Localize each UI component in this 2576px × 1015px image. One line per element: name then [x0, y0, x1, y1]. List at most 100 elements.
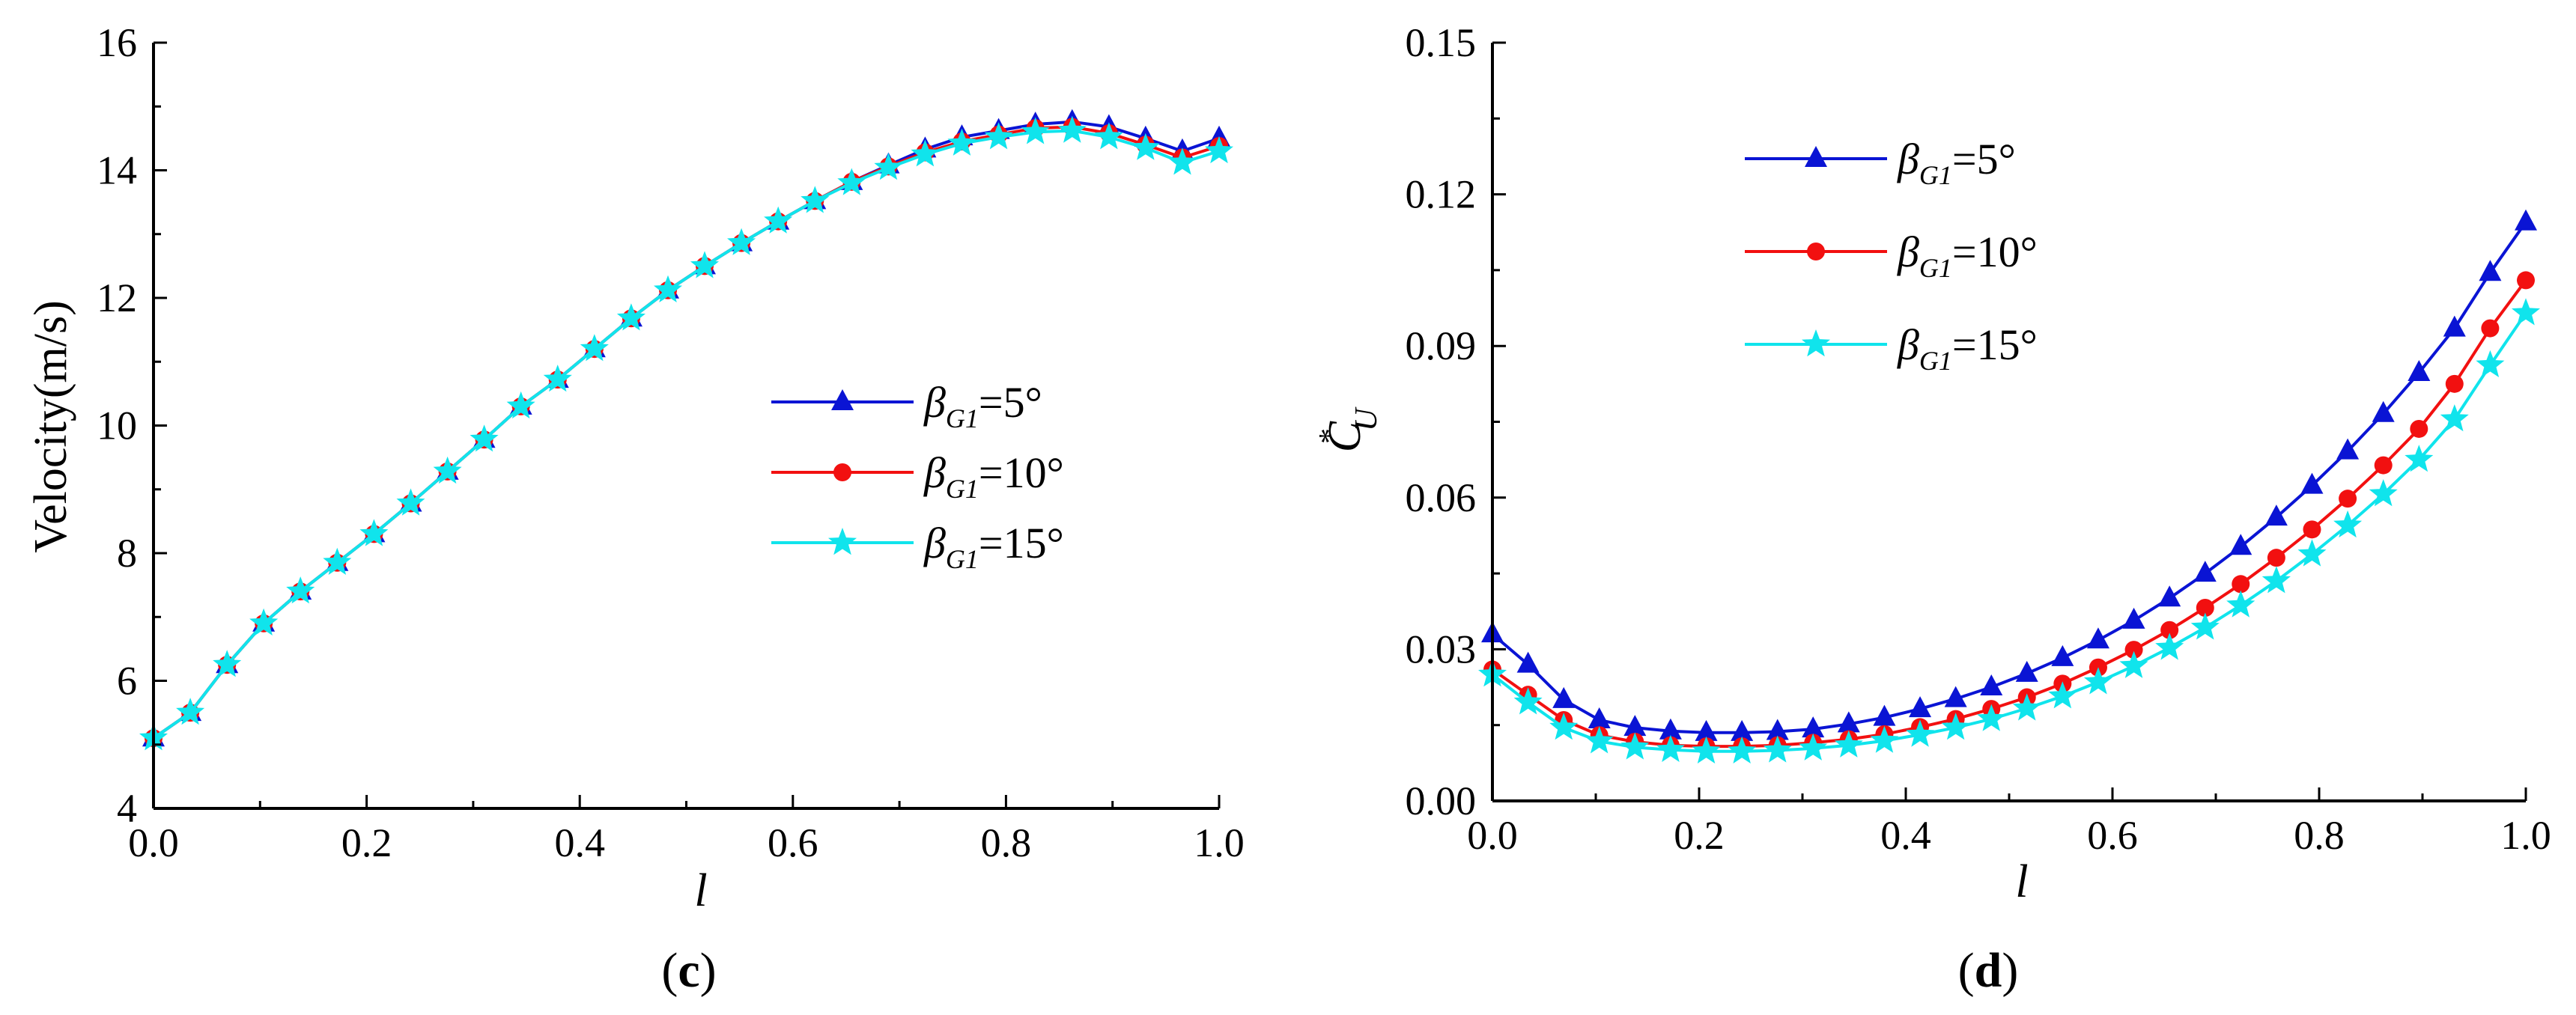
data-point-d-2 — [2160, 621, 2179, 639]
data-point-d-3 — [1549, 713, 1579, 740]
series-line-d-3 — [1491, 312, 2527, 753]
data-point-d-2 — [2196, 599, 2214, 618]
legend-value: =15° — [979, 519, 1064, 567]
ticks-c: 0.0 0.2 0.4 0.6 0.8 1.0 4 6 8 10 12 14 16 — [97, 20, 1245, 865]
data-point-d-3 — [2476, 350, 2505, 377]
data-point-c-3 — [1167, 147, 1197, 175]
panel-label-d-letter: d — [1975, 943, 2002, 998]
panel-label-c-letter: c — [678, 943, 699, 998]
data-point-d-3 — [2190, 612, 2220, 640]
y-tick-label-d: 0.09 — [1406, 323, 1477, 368]
data-point-c-3 — [616, 303, 645, 331]
data-point-d-3 — [1799, 733, 1828, 761]
legend-entry-d-1: βG1=5° — [1897, 135, 2016, 190]
data-point-c-3 — [286, 576, 315, 604]
y-axis-label-d-super: * — [1313, 428, 1348, 444]
data-point-c-3 — [396, 488, 425, 516]
data-point-d-3 — [2012, 693, 2041, 721]
data-point-c-3 — [543, 365, 572, 392]
legend-subscript: G1 — [1919, 346, 1952, 376]
data-point-d-1 — [2193, 561, 2217, 582]
data-point-d-3 — [2297, 539, 2327, 567]
legend-subscript: G1 — [946, 403, 979, 433]
data-point-c-3 — [1205, 135, 1233, 164]
data-point-c-3 — [654, 275, 682, 302]
y-tick-label-c: 8 — [117, 531, 137, 576]
data-point-d-1 — [1980, 674, 2003, 696]
data-point-d-3 — [2405, 445, 2434, 472]
y-tick-label-c: 6 — [117, 659, 137, 704]
data-point-d-3 — [1834, 730, 1863, 758]
legend-c: βG1=5°βG1=10°βG1=15° — [771, 378, 1064, 574]
x-tick-label-d: 0.8 — [2294, 813, 2345, 858]
panel-label-d-open: ( — [1958, 943, 1975, 998]
panel-label-d-close: ) — [2002, 943, 2018, 998]
data-point-c-3 — [911, 139, 940, 167]
data-point-d-1 — [2443, 315, 2466, 337]
data-point-d-1 — [1837, 711, 1860, 733]
panel-label-d: (d) — [1958, 943, 2019, 998]
data-point-c-3 — [837, 168, 866, 195]
x-tick-label-c: 0.8 — [981, 820, 1032, 865]
data-point-c-3 — [1057, 115, 1087, 143]
data-point-d-1 — [1516, 651, 1540, 673]
data-point-d-1 — [2086, 627, 2109, 649]
y-axis-label-d-main: C — [1319, 421, 1370, 452]
legend-value: =5° — [1952, 135, 2016, 183]
legend-marker-c-3 — [828, 528, 857, 555]
data-point-d-3 — [2155, 633, 2184, 660]
data-point-d-3 — [1620, 732, 1650, 760]
series-line-c-2 — [152, 125, 1220, 740]
x-tick-label-c: 0.6 — [768, 820, 818, 865]
legend-value: =10° — [1952, 228, 2038, 276]
legend-beta: β — [1897, 228, 1919, 276]
legend-beta: β — [1897, 320, 1919, 369]
ticks-d: 0.0 0.2 0.4 0.6 0.8 1.0 0.00 0.03 0.06 0.09 0.12 0.… — [1406, 20, 2551, 858]
data-point-d-3 — [1728, 736, 1757, 763]
data-point-d-1 — [1873, 704, 1896, 726]
data-point-c-3 — [433, 456, 462, 484]
legend-marker-c-2 — [833, 463, 851, 481]
legend-entry-d-2: βG1=10° — [1897, 228, 2038, 283]
legend-beta: β — [923, 378, 946, 427]
data-point-d-2 — [2303, 520, 2321, 539]
data-point-d-3 — [2119, 650, 2148, 678]
data-point-d-3 — [2440, 404, 2469, 432]
data-point-d-1 — [1802, 716, 1825, 738]
legend-subscript: G1 — [946, 544, 979, 574]
y-tick-label-d: 0.12 — [1406, 172, 1477, 217]
data-point-c-3 — [323, 547, 352, 575]
data-point-d-3 — [1692, 736, 1721, 763]
x-axis-label-c: l — [694, 865, 707, 916]
data-point-d-1 — [2229, 534, 2253, 555]
legend-entry-d-3: βG1=15° — [1897, 320, 2038, 376]
data-point-d-1 — [2122, 607, 2145, 629]
data-point-d-3 — [2226, 590, 2255, 618]
legend-marker-d-2 — [1807, 243, 1825, 260]
legend-entry-c-1: βG1=5° — [923, 378, 1042, 433]
legend-subscript: G1 — [946, 474, 979, 504]
legend-subscript: G1 — [1919, 253, 1952, 283]
data-point-d-3 — [2369, 479, 2398, 507]
x-tick-label-d: 0.2 — [1674, 813, 1725, 858]
data-point-d-1 — [2479, 260, 2502, 281]
data-point-d-3 — [2083, 667, 2112, 695]
data-point-c-3 — [801, 186, 830, 213]
data-point-d-1 — [1695, 719, 1718, 741]
data-point-c-3 — [506, 391, 535, 419]
y-tick-label-d: 0.00 — [1406, 778, 1477, 823]
legend-entry-c-2: βG1=10° — [923, 448, 1064, 504]
data-point-d-1 — [2264, 505, 2288, 526]
data-point-d-2 — [2339, 490, 2357, 508]
data-point-d-1 — [2015, 660, 2038, 682]
legend-value: =15° — [1952, 320, 2038, 369]
data-point-d-1 — [1909, 696, 1932, 718]
data-point-c-3 — [249, 608, 279, 635]
x-tick-label-c: 0.0 — [128, 820, 179, 865]
data-point-d-1 — [1552, 686, 1576, 708]
data-point-d-3 — [1941, 713, 1970, 740]
y-tick-label-d: 0.15 — [1406, 20, 1477, 65]
data-point-d-1 — [2515, 209, 2537, 231]
y-tick-label-d: 0.03 — [1406, 627, 1477, 671]
legend-beta: β — [1897, 135, 1919, 183]
